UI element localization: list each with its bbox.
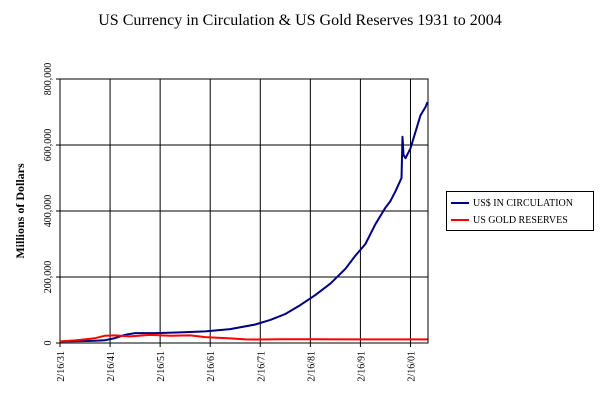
- legend-label-circulation: US$ IN CIRCULATION: [473, 197, 573, 209]
- series-line-gold: [59, 333, 428, 343]
- legend-swatch-circulation: [451, 202, 469, 204]
- legend-item-gold: US GOLD RESERVES: [451, 212, 568, 228]
- y-tick-label: 0: [43, 341, 54, 346]
- legend-swatch-gold: [451, 219, 469, 221]
- x-tick-label: 2/16/91: [356, 351, 367, 382]
- x-tick-label: 2/16/81: [306, 351, 317, 382]
- legend-item-circulation: US$ IN CIRCULATION: [451, 195, 573, 211]
- y-axis-ticks: 0 200,000 400,000 600,000 800,000: [43, 63, 60, 346]
- x-tick-label: 2/16/31: [56, 351, 67, 382]
- legend: US$ IN CIRCULATION US GOLD RESERVES: [446, 191, 594, 231]
- x-tick-label: 2/16/41: [106, 351, 117, 382]
- x-tick-label: 2/16/71: [256, 351, 267, 382]
- y-tick-label: 800,000: [43, 63, 54, 96]
- y-tick-label: 400,000: [43, 195, 54, 228]
- x-tick-label: 2/16/51: [156, 351, 167, 382]
- legend-label-gold: US GOLD RESERVES: [473, 214, 568, 226]
- chart-title: US Currency in Circulation & US Gold Res…: [98, 12, 502, 29]
- gridlines: [59, 78, 429, 344]
- y-tick-label: 200,000: [43, 261, 54, 294]
- x-tick-label: 2/16/61: [206, 351, 217, 382]
- y-tick-label: 600,000: [43, 129, 54, 162]
- y-axis-title: Millions of Dollars: [13, 163, 27, 259]
- series-line-circulation: [59, 101, 429, 343]
- x-tick-label: 2/16/01: [406, 351, 417, 382]
- x-axis-ticks: 2/16/31 2/16/41 2/16/51 2/16/61 2/16/71 2/16/…: [56, 343, 417, 382]
- series-layer: [59, 101, 429, 343]
